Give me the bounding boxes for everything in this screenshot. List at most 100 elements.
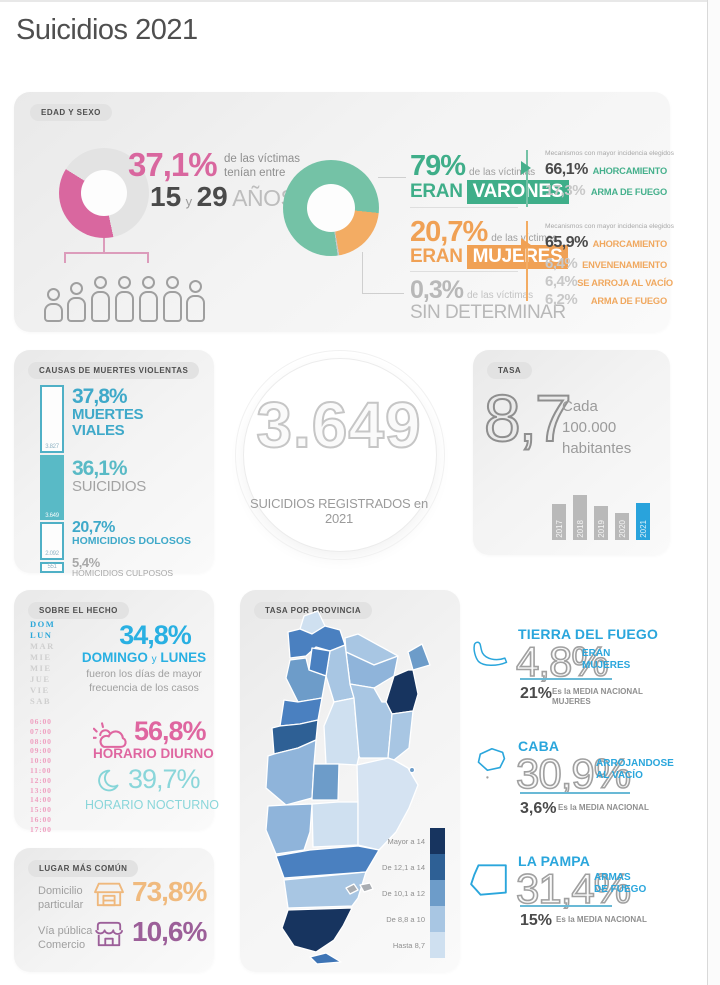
panel-tag-mapa: TASA POR PROVINCIA <box>254 602 373 619</box>
legend-swatch <box>430 880 445 906</box>
mec-mujeres-arrow-icon <box>521 238 531 252</box>
mec-pct: 6,4% <box>545 255 578 272</box>
media-desc-line2: MUJERES <box>552 697 591 707</box>
prov-media-pct-caba: 3,6% <box>520 800 557 817</box>
mec-varones-rule <box>526 150 528 207</box>
connector-varones <box>378 177 406 178</box>
scrollbar-rail[interactable] <box>707 0 720 985</box>
tasa-bar-2021: 2021 <box>636 503 650 540</box>
prov-desc-line2: AL VACÍO <box>596 770 643 781</box>
mec-pct: 66,1% <box>545 161 588 178</box>
mec-varones-arrow-icon <box>521 161 531 175</box>
prov-divider <box>520 678 612 680</box>
causa-label: SUICIDIOS <box>72 478 146 495</box>
mec-row: 65,9% AHORCAMIENTO <box>545 234 667 252</box>
top-border <box>0 0 720 2</box>
caba-icon <box>477 747 506 779</box>
tasa-bar-2018: 2018 <box>573 495 587 540</box>
media-desc-line1: Es la MEDIA NACIONAL <box>556 915 647 924</box>
days-list: DOM LUN MAR MIE MIE JUE VIE SAB <box>30 619 55 707</box>
mec-label: ARMA DE FUEGO <box>590 296 667 306</box>
house-icon <box>94 882 124 907</box>
age-description: de las víctimas tenían entre <box>224 152 300 181</box>
bar-homicidios-dolosos: 2.092 <box>40 522 64 560</box>
causa-item: 5,4% HOMICIDIOS CULPOSOS <box>72 556 202 578</box>
prov-desc-tdf: ERAN MUJERES <box>582 648 630 672</box>
causa-label: HOMICIDIOS CULPOSOS <box>72 568 174 578</box>
mec-row: 6,4% SE ARROJA AL VACÍO <box>545 273 673 290</box>
tasa-bar-2017: 2017 <box>552 504 566 540</box>
age-range: 15 y 29 AÑOS <box>150 181 296 213</box>
bar-muertes-viales: 3.827 <box>40 385 64 453</box>
mec-mujeres-title: Mecanismos con mayor incidencia elegidos <box>545 223 674 230</box>
prov-name-tdf: TIERRA DEL FUEGO <box>518 626 659 642</box>
bar-value: 3.827 <box>45 444 59 450</box>
mec-pct: 17,3% <box>545 182 586 199</box>
hour-item: 11:00 <box>30 765 52 775</box>
person-body <box>115 291 134 322</box>
causa-item: 20,7% HOMICIDIOS DOLOSOS <box>72 520 202 547</box>
mujeres-eran: ERAN <box>410 246 463 267</box>
prov-pct-caba: 30,9% <box>515 749 632 798</box>
dias-bold2: LUNES <box>160 650 207 665</box>
bar-value: 551 <box>47 564 57 570</box>
tasa-caption-1: Cada <box>562 398 598 415</box>
mujeres-label-row: ERAN MUJERES <box>410 245 569 269</box>
legend-swatch <box>430 906 445 932</box>
age-from: 15 <box>150 181 182 212</box>
mec-mujeres-rule <box>526 221 528 301</box>
tasa-year-label: 2018 <box>575 520 585 538</box>
day-item: VIE <box>30 685 50 695</box>
legend-label: De 10,1 a 12 <box>382 889 425 898</box>
mec-label: ENVENENAMIENTO <box>582 260 667 270</box>
legend-label: De 12,1 a 14 <box>382 863 425 872</box>
bracket-stem <box>103 238 105 252</box>
store-icon <box>95 921 123 947</box>
bracket-bar <box>64 252 149 254</box>
prov-desc-lapampa: ARMAS DE FUEGO <box>594 872 646 896</box>
dias-percentage: 34,8% <box>119 620 192 650</box>
causa-label: MUERTES VIALES <box>72 406 144 439</box>
person-head <box>118 276 131 289</box>
diurno-percentage: 56,8% <box>134 716 207 746</box>
tasa-year-label: 2019 <box>596 520 606 538</box>
connector-sind-vert <box>362 252 363 294</box>
hour-item: 09:00 <box>30 746 52 756</box>
sind-pct-desc: de las víctimas <box>466 290 534 301</box>
sind-percentage: 0,3% de las víctimas <box>410 276 533 305</box>
mec-label: AHORCAMIENTO <box>592 166 668 176</box>
prov-desc-line1: ARMAS <box>594 872 631 883</box>
person-icon <box>115 276 134 322</box>
person-head <box>69 282 83 295</box>
day-item: MIE <box>30 663 52 673</box>
dias-desc1: fueron los días de mayor <box>86 668 202 680</box>
mec-row: 6,4% ENVENENAMIENTO <box>545 255 667 272</box>
total-caption: SUICIDIOS REGISTRADOS en 2021 <box>250 496 428 526</box>
prov-pct-tdf: 4,8% <box>515 637 609 686</box>
connector-sind-horiz <box>362 293 404 294</box>
panel-tag-edad-y-sexo: EDAD Y SEXO <box>30 104 112 121</box>
hour-item: 17:00 <box>30 824 52 834</box>
prov-name-lapampa: LA PAMPA <box>518 853 591 869</box>
lugar-label2: Comercio <box>38 938 86 951</box>
person-icon <box>185 280 205 322</box>
causa-pct: 37,8% <box>72 385 128 408</box>
legend-label: Hasta 8,7 <box>392 941 425 950</box>
tasa-rate: 8,7 <box>483 380 573 456</box>
panel-tag-causas: CAUSAS DE MUERTES VIOLENTAS <box>28 362 200 379</box>
diurno-label: HORARIO DIURNO <box>93 746 214 761</box>
prov-media-pct-tdf: 21% <box>520 685 553 702</box>
dias-bold1: DOMINGO <box>81 650 148 665</box>
tasa-caption-2: 100.000 <box>562 419 617 436</box>
lugar-pct-domicilio: 73,8% <box>132 876 207 907</box>
lugar-label2: particular <box>38 898 84 911</box>
lugar-label1: Vía pública <box>38 925 93 937</box>
hour-item: 13:00 <box>30 785 52 795</box>
hour-item: 16:00 <box>30 814 52 824</box>
hour-item: 06:00 <box>30 717 52 726</box>
sind-word: SIN DETERMINAR <box>410 302 566 323</box>
person-body <box>185 295 205 322</box>
causa-pct: 5,4% <box>72 555 100 570</box>
legend-label: Mayor a 14 <box>387 837 425 846</box>
page-title: Suicidios 2021 <box>16 14 198 46</box>
